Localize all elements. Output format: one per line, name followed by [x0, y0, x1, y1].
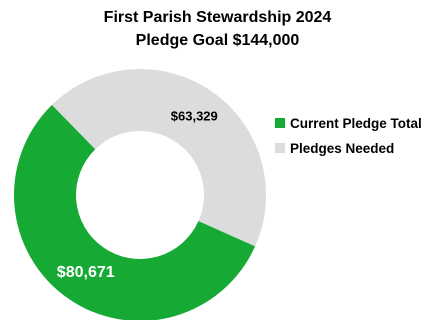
- donut-slice-pledges-needed: [51, 68, 267, 247]
- donut-slice-current-pledge-total: [14, 104, 256, 320]
- data-label-current-pledge-total: $80,671: [57, 264, 115, 281]
- legend-swatch-current-pledge-total: [275, 118, 285, 128]
- chart-title: First Parish Stewardship 2024: [103, 9, 332, 26]
- legend-swatch-pledges-needed: [275, 143, 285, 153]
- legend-item-pledges-needed: Pledges Needed: [275, 139, 422, 157]
- legend-label-pledges-needed: Pledges Needed: [290, 140, 395, 156]
- data-label-pledges-needed: $63,329: [171, 108, 218, 123]
- legend-item-current-pledge-total: Current Pledge Total: [275, 114, 422, 132]
- legend: Current Pledge Total Pledges Needed: [275, 114, 422, 164]
- chart-subtitle: Pledge Goal $144,000: [135, 32, 300, 49]
- legend-label-current-pledge-total: Current Pledge Total: [290, 115, 422, 131]
